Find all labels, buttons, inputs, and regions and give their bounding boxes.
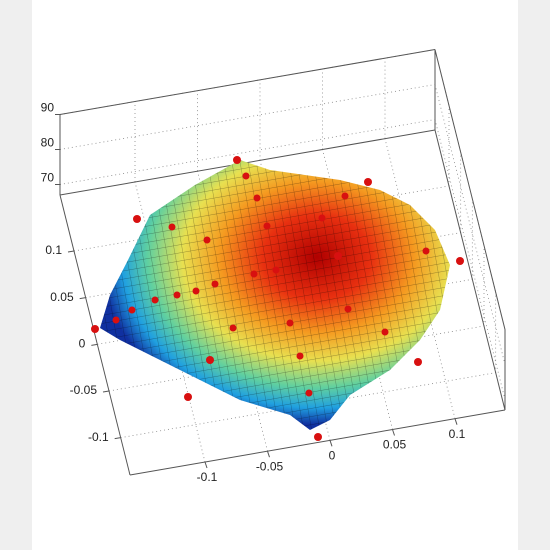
x-tick-label: -0.1 — [197, 470, 218, 484]
y-tick-label: 0.05 — [50, 290, 74, 304]
axes — [55, 49, 506, 476]
z-tick-label: 70 — [41, 171, 55, 185]
z-tick-label: 90 — [41, 101, 55, 115]
surface-mesh — [100, 160, 450, 430]
x-tick — [454, 418, 458, 425]
y-tick-label: -0.05 — [70, 383, 98, 397]
x-tick-label: 0 — [329, 449, 336, 463]
x-tick — [204, 461, 208, 469]
z-grid-line — [434, 84, 506, 365]
x-tick — [267, 451, 270, 458]
surface — [100, 160, 450, 430]
sample-points — [91, 156, 464, 441]
y-tick — [79, 297, 86, 300]
y-tick-label: -0.1 — [88, 430, 109, 444]
side-band — [0, 0, 32, 550]
z-tick-label: 80 — [41, 136, 55, 150]
y-tick-label: 0 — [79, 337, 86, 351]
y-tick — [114, 437, 121, 440]
box-edge — [434, 129, 506, 411]
y-tick — [91, 343, 98, 346]
box-edge — [59, 49, 436, 115]
box-edge — [59, 194, 131, 476]
y-tick — [67, 250, 75, 253]
box-edge — [434, 49, 506, 330]
x-tick-label: 0.1 — [449, 427, 466, 441]
x-tick — [329, 440, 333, 447]
x-tick-label: -0.05 — [256, 459, 284, 473]
side-band — [518, 0, 550, 550]
y-tick-label: 0.1 — [45, 243, 62, 257]
x-tick-label: 0.05 — [383, 438, 407, 452]
box-edge — [129, 409, 506, 476]
y-tick — [102, 390, 110, 393]
z-grid-line — [434, 119, 506, 400]
x-tick — [392, 429, 395, 436]
